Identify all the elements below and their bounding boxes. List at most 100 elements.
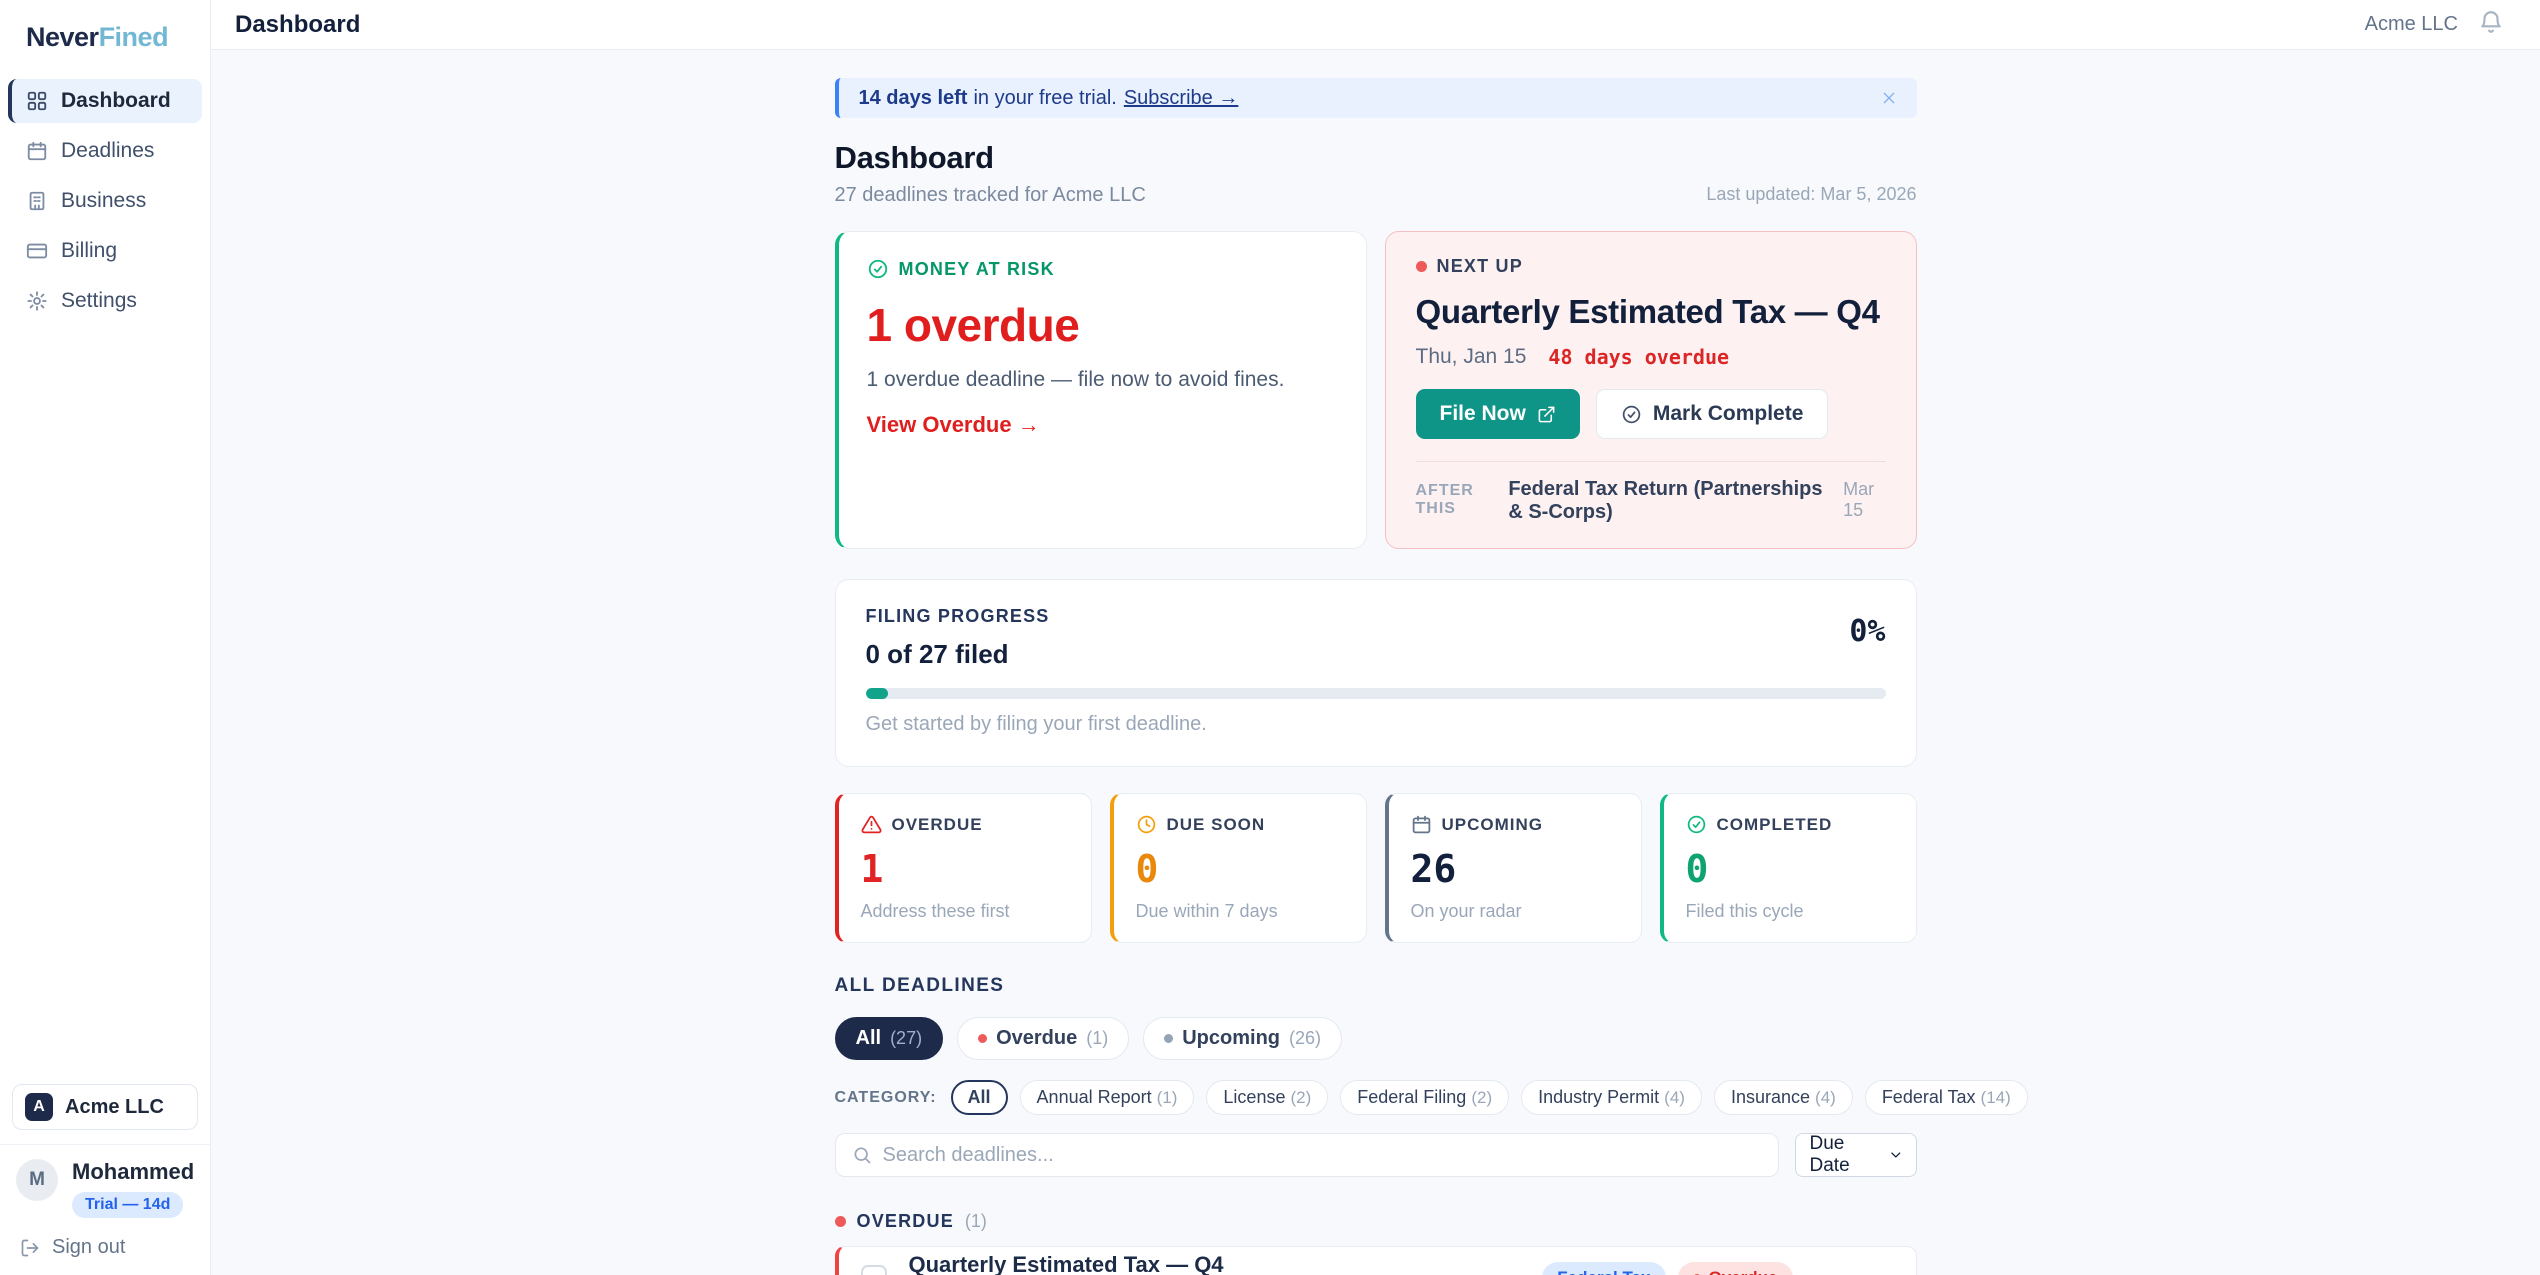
warning-triangle-icon bbox=[860, 815, 882, 834]
sidebar-spacer bbox=[0, 331, 210, 1074]
tab-upcoming[interactable]: Upcoming (26) bbox=[1143, 1017, 1343, 1060]
sort-select-value: Due Date bbox=[1809, 1133, 1850, 1176]
chip-label: All bbox=[967, 1087, 991, 1107]
sidebar-item-deadlines[interactable]: Deadlines bbox=[8, 129, 202, 173]
sidebar-item-billing[interactable]: Billing bbox=[8, 229, 202, 273]
red-dot-icon bbox=[834, 1216, 846, 1227]
stat-subtext: On your radar bbox=[1410, 901, 1522, 921]
tab-count: (26) bbox=[1289, 1028, 1322, 1048]
tab-overdue[interactable]: Overdue (1) bbox=[957, 1017, 1130, 1060]
search-row: Due Date bbox=[834, 1133, 1917, 1177]
tab-label: All bbox=[855, 1027, 882, 1049]
progress-bar bbox=[865, 688, 1886, 699]
topbar-org-name: Acme LLC bbox=[2364, 13, 2458, 35]
stat-value: 0 bbox=[1685, 847, 1709, 891]
category-label: CATEGORY: bbox=[834, 1088, 937, 1106]
view-overdue-link[interactable]: View Overdue → bbox=[866, 412, 1040, 437]
table-row[interactable]: Quarterly Estimated Tax — Q4 Jan 15, 202… bbox=[839, 1247, 1916, 1275]
external-link-icon bbox=[1538, 406, 1555, 422]
check-circle-icon bbox=[1687, 815, 1705, 834]
main-area: Dashboard Acme LLC 14 days left in your … bbox=[211, 0, 2540, 1275]
org-switcher[interactable]: A Acme LLC bbox=[12, 1084, 198, 1130]
money-at-risk-headline: 1 overdue bbox=[866, 299, 1080, 351]
close-icon bbox=[1883, 92, 1894, 104]
chip-count: (2) bbox=[1290, 1088, 1312, 1107]
banner-close-button[interactable] bbox=[1881, 90, 1897, 106]
chip-label: Annual Report bbox=[1036, 1087, 1152, 1107]
row-expand-button[interactable] bbox=[1871, 1269, 1890, 1275]
page-head: Dashboard 27 deadlines tracked for Acme … bbox=[835, 140, 1917, 207]
trial-banner: 14 days left in your free trial. Subscri… bbox=[834, 78, 1917, 118]
overdue-row-card: Quarterly Estimated Tax — Q4 Jan 15, 202… bbox=[834, 1246, 1917, 1275]
row-text: Quarterly Estimated Tax — Q4 Jan 15, 202… bbox=[909, 1252, 1224, 1275]
category-chip-license[interactable]: License (2) bbox=[1206, 1080, 1329, 1115]
search-input[interactable] bbox=[882, 1143, 1762, 1167]
check-circle-icon bbox=[1622, 405, 1641, 423]
row-checkbox[interactable] bbox=[860, 1265, 887, 1275]
tab-label: Overdue bbox=[996, 1027, 1078, 1049]
money-at-risk-label-text: MONEY AT RISK bbox=[898, 258, 1055, 279]
file-now-button[interactable]: File Now bbox=[1415, 389, 1580, 439]
sidebar-nav: Dashboard Deadlines Business Billing Set… bbox=[0, 71, 210, 331]
stat-label-text: OVERDUE bbox=[891, 814, 983, 834]
category-chip-all[interactable]: All bbox=[950, 1080, 1008, 1115]
overdue-section-label: OVERDUE bbox=[856, 1211, 954, 1231]
chip-count: (4) bbox=[1815, 1088, 1836, 1107]
hero-cards: MONEY AT RISK 1 overdue 1 overdue deadli… bbox=[834, 231, 1917, 549]
category-chip-federal-filing[interactable]: Federal Filing (2) bbox=[1340, 1080, 1510, 1115]
calendar-icon bbox=[27, 141, 47, 161]
stat-label: DUE SOON bbox=[1136, 814, 1344, 835]
sidebar-item-label: Billing bbox=[61, 239, 118, 262]
user-row: M Mohammed Trial — 14d bbox=[16, 1159, 194, 1218]
slate-dot-icon bbox=[1164, 1034, 1174, 1043]
status-badge: Overdue bbox=[1677, 1262, 1793, 1275]
category-chip-insurance[interactable]: Insurance (4) bbox=[1713, 1080, 1853, 1115]
topbar: Dashboard Acme LLC bbox=[211, 0, 2540, 50]
chip-label: Federal Filing bbox=[1357, 1087, 1467, 1107]
sidebar-item-dashboard[interactable]: Dashboard bbox=[8, 79, 202, 123]
subscribe-link[interactable]: Subscribe → bbox=[1123, 86, 1239, 109]
chip-label: License bbox=[1223, 1087, 1286, 1107]
sort-select[interactable]: Due Date bbox=[1794, 1133, 1917, 1177]
filing-progress-helper: Get started by filing your first deadlin… bbox=[865, 713, 1207, 735]
category-chip-federal-tax[interactable]: Federal Tax (14) bbox=[1864, 1080, 2028, 1115]
category-chip-annual-report[interactable]: Annual Report (1) bbox=[1019, 1080, 1195, 1115]
category-chip-industry-permit[interactable]: Industry Permit (4) bbox=[1521, 1080, 1702, 1115]
filing-progress-card: FILING PROGRESS 0 of 27 filed 0% Get sta… bbox=[834, 579, 1917, 767]
sidebar-item-business[interactable]: Business bbox=[8, 179, 202, 223]
trial-banner-days: 14 days left bbox=[858, 86, 968, 109]
stat-label-text: DUE SOON bbox=[1166, 814, 1266, 834]
sidebar: NeverFined Dashboard Deadlines Business … bbox=[0, 0, 211, 1275]
filing-progress-label: FILING PROGRESS bbox=[865, 606, 1050, 626]
category-filter-row: CATEGORY: All Annual Report (1) License … bbox=[834, 1080, 2028, 1115]
search-icon bbox=[854, 1147, 870, 1164]
stat-subtext: Address these first bbox=[860, 901, 1010, 921]
stat-value: 26 bbox=[1410, 847, 1457, 891]
next-up-date: Thu, Jan 15 bbox=[1415, 345, 1527, 368]
user-name: Mohammed bbox=[72, 1159, 195, 1184]
chevron-down-icon bbox=[1874, 1274, 1886, 1275]
sign-out-icon bbox=[21, 1239, 39, 1256]
sign-out-button[interactable]: Sign out bbox=[16, 1236, 194, 1259]
stat-label-text: COMPLETED bbox=[1716, 814, 1833, 834]
stat-card-overdue: OVERDUE 1 Address these first bbox=[834, 793, 1092, 943]
gear-icon bbox=[27, 291, 47, 311]
all-deadlines-label: ALL DEADLINES bbox=[834, 975, 1005, 996]
filing-progress-headline: 0 of 27 filed bbox=[865, 639, 1009, 669]
page-title: Dashboard bbox=[834, 140, 995, 175]
notifications-button[interactable] bbox=[2478, 9, 2504, 40]
deadline-title: Quarterly Estimated Tax — Q4 bbox=[908, 1252, 1224, 1275]
sidebar-item-settings[interactable]: Settings bbox=[8, 279, 202, 323]
tab-all[interactable]: All (27) bbox=[834, 1017, 944, 1060]
stat-subtext: Filed this cycle bbox=[1685, 901, 1804, 921]
chip-label: Industry Permit bbox=[1538, 1087, 1660, 1107]
divider bbox=[1415, 461, 1886, 462]
avatar: M bbox=[16, 1159, 58, 1201]
mark-complete-button[interactable]: Mark Complete bbox=[1595, 389, 1829, 439]
credit-card-icon bbox=[26, 243, 48, 259]
row-right: Federal Tax Overdue bbox=[1542, 1262, 1889, 1275]
check-circle-icon bbox=[868, 259, 887, 279]
chip-label: Federal Tax bbox=[1881, 1087, 1976, 1107]
money-at-risk-label: MONEY AT RISK bbox=[867, 258, 1338, 280]
